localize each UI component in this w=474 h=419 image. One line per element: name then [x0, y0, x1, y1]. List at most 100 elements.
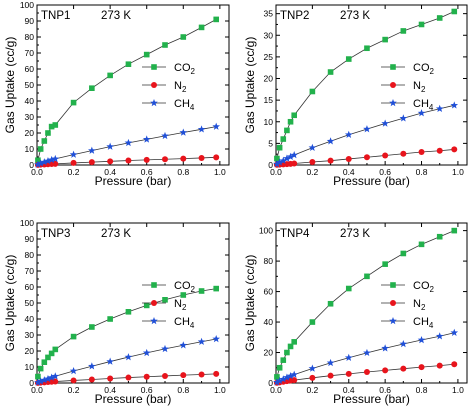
data-point-co2 — [291, 112, 297, 119]
y-tick-label: 0 — [29, 378, 34, 388]
data-point-n2 — [52, 160, 59, 167]
legend-label-main: CO — [413, 62, 430, 74]
data-point-co2 — [198, 24, 205, 31]
data-point-co2 — [287, 118, 294, 125]
data-point-n2 — [327, 157, 334, 164]
data-point-co2 — [45, 354, 51, 361]
data-point-co2 — [327, 69, 334, 75]
series-n2 — [34, 370, 220, 386]
x-tick-label: 0.8 — [416, 167, 428, 177]
data-point-ch4 — [286, 371, 295, 380]
data-point-n2 — [436, 147, 443, 154]
data-point-ch4 — [381, 344, 389, 352]
legend-label-n2: N2 — [413, 80, 426, 94]
data-point-ch4 — [88, 362, 96, 370]
y-tick-label: 10 — [264, 117, 274, 127]
series-co2 — [35, 285, 219, 380]
panel-label: TNP2 — [280, 10, 309, 22]
legend-marker-n2 — [390, 300, 396, 306]
series-n2 — [273, 361, 458, 386]
data-point-ch4 — [197, 125, 206, 133]
data-point-ch4 — [212, 122, 220, 130]
x-tick-label: 0.8 — [177, 167, 189, 177]
data-point-ch4 — [450, 328, 459, 336]
data-point-co2 — [276, 364, 283, 371]
plot-frame — [275, 222, 468, 384]
legend-label-n2: N2 — [413, 298, 426, 312]
legend-label-main: CH — [174, 98, 190, 110]
y-tick-label: 50 — [25, 298, 35, 308]
data-point-co2 — [41, 138, 48, 144]
data-point-co2 — [274, 155, 280, 162]
data-point-ch4 — [279, 156, 288, 164]
legend-label-main: CO — [174, 62, 191, 74]
data-point-ch4 — [36, 159, 45, 167]
data-point-n2 — [125, 157, 132, 164]
data-point-co2 — [143, 302, 150, 309]
data-point-n2 — [198, 371, 205, 378]
y-tick-label: 60 — [25, 282, 35, 292]
legend-label-main: N — [174, 80, 182, 92]
data-point-ch4 — [399, 339, 408, 348]
y-axis-label: Gas Uptake (cc/g) — [3, 37, 17, 134]
y-tick-label: 25 — [264, 52, 274, 62]
legend-label-main: CH — [413, 316, 429, 328]
data-point-co2 — [364, 273, 370, 280]
legend-label-sub: 4 — [190, 321, 195, 330]
data-point-n2 — [70, 377, 77, 384]
y-tick-label: 15 — [264, 95, 274, 105]
data-point-co2 — [382, 261, 388, 267]
y-tick-label: 60 — [264, 287, 274, 297]
data-point-ch4 — [36, 377, 45, 385]
legend-label-ch4: CH4 — [413, 316, 434, 330]
temperature-label: 273 K — [340, 10, 370, 22]
series-line-co2 — [276, 11, 455, 159]
data-point-ch4 — [44, 157, 52, 165]
data-point-n2 — [400, 150, 407, 157]
data-point-ch4 — [51, 154, 60, 163]
data-point-ch4 — [124, 138, 133, 147]
data-point-ch4 — [399, 114, 408, 122]
x-tick-label: 0.6 — [141, 385, 153, 395]
data-point-co2 — [198, 288, 205, 294]
legend-marker-ch4 — [150, 317, 158, 325]
data-point-ch4 — [161, 344, 169, 353]
data-point-ch4 — [273, 160, 281, 168]
data-point-co2 — [143, 51, 150, 58]
data-point-co2 — [37, 146, 44, 152]
y-tick-label: 100 — [259, 226, 273, 236]
data-point-ch4 — [363, 125, 371, 133]
data-point-ch4 — [40, 158, 49, 166]
y-tick-label: 0 — [29, 160, 34, 170]
data-point-ch4 — [44, 374, 52, 383]
data-point-co2 — [280, 357, 287, 363]
x-tick-label: 0.4 — [343, 167, 355, 177]
y-tick-label: 0 — [268, 378, 273, 388]
data-point-co2 — [213, 16, 219, 23]
data-point-co2 — [162, 297, 168, 303]
data-point-ch4 — [197, 337, 206, 345]
data-point-co2 — [400, 28, 407, 34]
y-axis-label: Gas Uptake (cc/g) — [3, 255, 17, 352]
series-line-ch4 — [276, 332, 455, 383]
y-tick-label: 20 — [25, 346, 35, 356]
data-point-n2 — [436, 362, 443, 369]
y-axis-label: Gas Uptake (cc/g) — [243, 255, 257, 352]
legend-marker-n2 — [151, 300, 157, 306]
x-axis-label: Pressure (bar) — [95, 392, 172, 406]
data-point-ch4 — [34, 378, 42, 386]
data-point-ch4 — [283, 154, 291, 162]
x-axis-label: Pressure (bar) — [95, 174, 172, 188]
y-tick-label: 10 — [25, 144, 35, 154]
x-tick-label: 0.2 — [68, 385, 80, 395]
x-tick-label: 1.0 — [214, 167, 226, 177]
data-point-n2 — [180, 372, 187, 379]
data-point-ch4 — [34, 160, 42, 168]
y-tick-label: 30 — [25, 112, 35, 122]
temperature-label: 273 K — [101, 228, 131, 240]
legend-label-co2: CO2 — [413, 62, 435, 76]
data-point-co2 — [125, 309, 132, 315]
data-point-co2 — [48, 123, 55, 130]
data-point-ch4 — [275, 158, 284, 166]
